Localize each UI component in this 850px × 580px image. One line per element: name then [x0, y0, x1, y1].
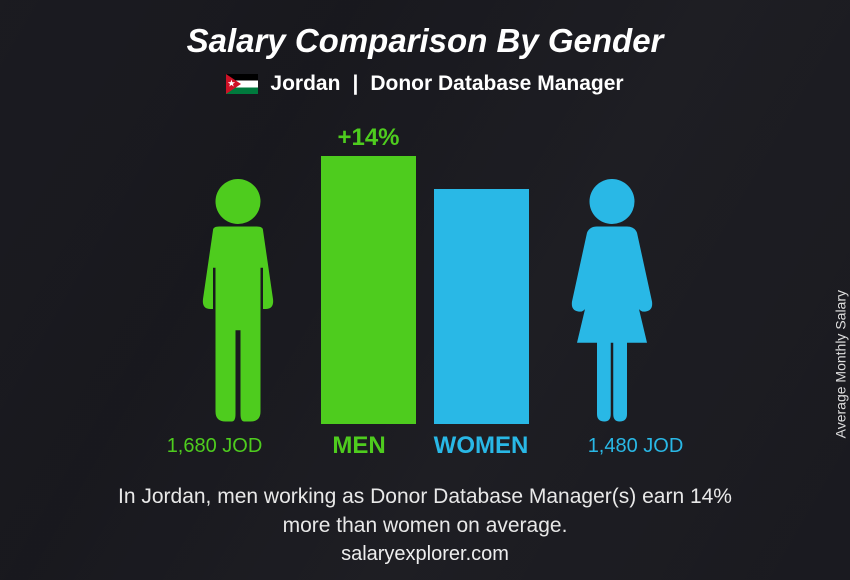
female-person-icon	[547, 174, 677, 424]
male-salary-value: 1,680 JOD	[137, 435, 292, 458]
labels-row: 1,680 JOD MEN WOMEN 1,480 JOD	[40, 432, 810, 460]
male-bar-col: +14%	[321, 156, 416, 424]
page-title: Salary Comparison By Gender	[40, 22, 810, 60]
female-figure-col	[547, 174, 677, 424]
separator: |	[352, 72, 358, 96]
source-footer: salaryexplorer.com	[0, 543, 850, 566]
female-bar	[434, 189, 529, 424]
female-category-label: WOMEN	[426, 432, 536, 460]
female-bar-col	[434, 189, 529, 424]
male-person-icon	[173, 174, 303, 424]
job-title-label: Donor Database Manager	[370, 72, 623, 96]
country-label: Jordan	[270, 72, 340, 96]
jordan-flag-icon	[226, 74, 258, 94]
subtitle-row: Jordan | Donor Database Manager	[40, 72, 810, 96]
summary-description: In Jordan, men working as Donor Database…	[40, 482, 810, 541]
male-bar: +14%	[321, 156, 416, 424]
male-figure-col	[173, 174, 303, 424]
y-axis-label: Average Monthly Salary	[832, 290, 848, 438]
male-category-label: MEN	[314, 432, 404, 460]
comparison-chart: +14%	[40, 114, 810, 424]
female-salary-value: 1,480 JOD	[558, 435, 713, 458]
percent-increase-label: +14%	[321, 124, 416, 152]
